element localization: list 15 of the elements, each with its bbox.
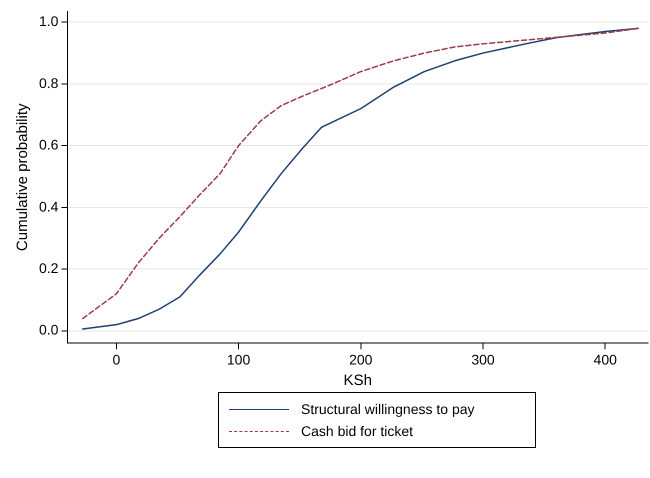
y-tick-label: 0.0 <box>38 322 59 338</box>
y-tick-label: 0.8 <box>38 74 59 91</box>
y-tick-label: 1.0 <box>38 13 59 30</box>
x-tick-label: 400 <box>594 351 618 368</box>
y-tick-label: 0.4 <box>38 198 59 214</box>
y-tick-label: 0.6 <box>38 136 59 153</box>
x-axis-title: KSh <box>344 372 372 390</box>
legend-label: Cash bid for ticket <box>301 423 414 439</box>
x-tick-label: 200 <box>349 351 373 368</box>
y-tick-label: 0.2 <box>38 260 59 276</box>
legend-label: Structural willingness to pay <box>301 401 475 417</box>
x-tick-label: 0 <box>112 351 120 368</box>
x-tick-label: 100 <box>226 351 250 368</box>
y-axis-title: Cumulative probability <box>14 103 32 252</box>
x-tick-label: 300 <box>471 351 495 368</box>
